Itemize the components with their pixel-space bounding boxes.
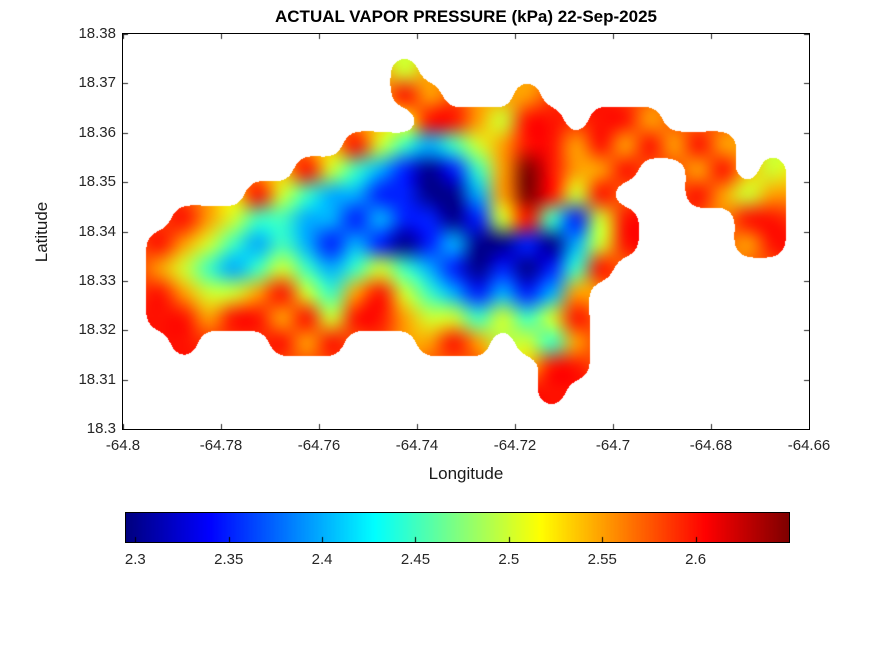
x-tick-label: -64.7 — [595, 437, 631, 454]
y-tick-label: 18.33 — [78, 271, 116, 289]
plot-area — [122, 33, 810, 430]
colorbar-canvas — [126, 513, 789, 542]
colorbar-tick-label: 2.4 — [311, 551, 333, 568]
x-tick-label: -64.66 — [787, 437, 831, 454]
colorbar-tick-label: 2.3 — [124, 551, 146, 568]
x-axis-label: Longitude — [428, 464, 504, 483]
y-tick-label: 18.34 — [78, 222, 116, 240]
y-tick-label: 18.32 — [78, 321, 116, 339]
x-tick-label: -64.76 — [297, 437, 341, 454]
x-tick-label: -64.74 — [395, 437, 439, 454]
y-tick-label: 18.38 — [78, 25, 116, 42]
y-tick-label: 18.36 — [78, 123, 116, 141]
y-tick-label: 18.3 — [86, 420, 116, 437]
chart-title: ACTUAL VAPOR PRESSURE (kPa) 22-Sep-2025 — [275, 7, 657, 26]
x-tick-label: -64.72 — [493, 437, 537, 454]
y-tick-label: 18.35 — [78, 173, 116, 191]
colorbar-tick-label: 2.6 — [685, 551, 707, 568]
colorbar-tick-label: 2.45 — [400, 551, 431, 568]
heatmap-canvas — [123, 34, 809, 429]
x-tick-label: -64.8 — [105, 437, 141, 454]
x-tick-label: -64.78 — [199, 437, 243, 454]
y-tick-label: 18.37 — [78, 74, 116, 92]
colorbar-tick-label: 2.5 — [498, 551, 520, 568]
y-tick-label: 18.31 — [78, 370, 116, 388]
x-tick-label: -64.68 — [689, 437, 733, 454]
colorbar-tick-label: 2.35 — [214, 551, 244, 568]
colorbar — [125, 512, 790, 543]
colorbar-tick-label: 2.55 — [587, 551, 617, 568]
